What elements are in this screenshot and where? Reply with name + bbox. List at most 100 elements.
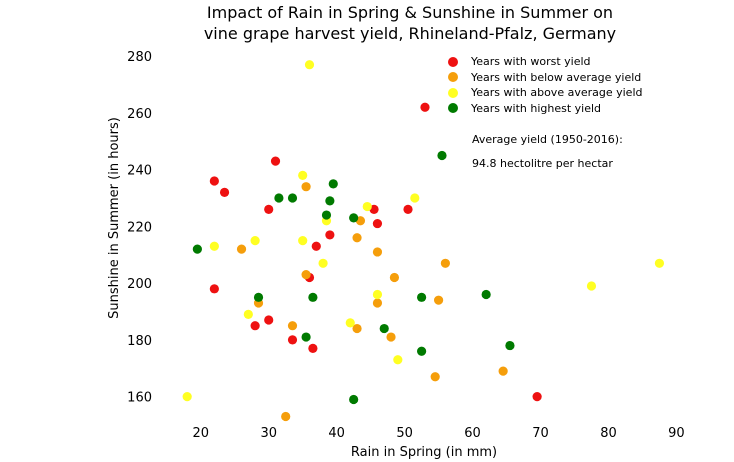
data-point-series-2-14: [586, 281, 597, 291]
data-point-series-1-13: [433, 295, 444, 305]
legend-marker-icon: [448, 56, 458, 67]
data-point-series-2-2: [243, 309, 253, 319]
data-point-series-1-16: [281, 411, 291, 422]
chart-legend: Years with worst yield Years with below a…: [446, 54, 642, 116]
legend-label: Years with highest yield: [471, 101, 602, 115]
x-axis-ticks: 20 30 40 50 60 70 80 90: [192, 426, 684, 441]
data-point-series-1-9: [372, 298, 383, 308]
data-point-series-2-9: [345, 318, 355, 328]
data-point-series-2-5: [298, 235, 308, 246]
y-tick-label: 280: [127, 50, 152, 65]
data-point-series-3-2: [274, 193, 284, 203]
chart-title-line-2: vine grape harvest yield, Rhineland-Pfal…: [203, 24, 617, 43]
x-tick-label: 90: [668, 426, 685, 441]
legend-item: Years with highest yield: [446, 101, 642, 117]
legend-label: Years with worst yield: [471, 55, 591, 69]
data-point-series-3-5: [308, 292, 318, 302]
data-point-series-3-15: [481, 289, 491, 300]
data-point-series-1-0: [236, 244, 247, 254]
y-tick-label: 240: [127, 164, 152, 179]
data-point-series-2-4: [298, 170, 308, 180]
data-point-series-3-13: [417, 346, 427, 356]
data-point-series-1-10: [386, 332, 396, 342]
x-tick-label: 20: [192, 426, 209, 441]
data-point-series-2-15: [654, 258, 665, 268]
data-point-series-2-11: [372, 289, 383, 300]
x-tick-label: 80: [600, 426, 617, 441]
data-point-series-2-1: [209, 241, 219, 251]
data-point-series-1-5: [352, 233, 362, 243]
y-axis-label: Sunshine in Summer (in hours): [107, 117, 122, 319]
data-point-series-1-11: [389, 272, 400, 283]
y-tick-label: 220: [127, 220, 152, 235]
points-layer: [182, 60, 665, 422]
legend-item: Years with below average yield: [446, 70, 642, 86]
data-point-series-0-1: [219, 187, 230, 197]
average-yield-annotation: Average yield (1950-2016): 94.8 hectolit…: [472, 122, 623, 182]
data-point-series-0-6: [264, 315, 274, 325]
data-point-series-3-8: [328, 179, 338, 189]
data-point-series-0-9: [308, 343, 318, 353]
legend-label: Years with below average yield: [471, 70, 642, 84]
data-point-series-3-16: [505, 340, 515, 351]
data-point-series-2-3: [250, 235, 260, 246]
data-point-series-0-10: [311, 241, 321, 251]
legend-item: Years with above average yield: [446, 85, 642, 101]
data-point-series-0-14: [403, 204, 413, 214]
data-point-series-1-3: [301, 270, 311, 280]
y-tick-label: 260: [127, 107, 152, 122]
data-point-series-0-11: [325, 230, 335, 240]
y-tick-label: 160: [127, 391, 152, 406]
legend-marker-icon: [448, 103, 458, 114]
data-point-series-3-10: [349, 394, 359, 405]
data-point-series-3-3: [287, 193, 298, 203]
data-point-series-1-12: [430, 372, 440, 382]
data-point-series-0-3: [264, 204, 274, 214]
y-tick-label: 180: [127, 334, 152, 349]
legend-marker-icon: [448, 72, 458, 83]
annotation-line-1: Average yield (1950-2016):: [472, 133, 623, 146]
y-tick-label: 200: [127, 277, 152, 292]
data-point-series-0-16: [532, 392, 542, 402]
data-point-series-2-7: [318, 258, 328, 268]
data-point-series-0-15: [420, 102, 430, 112]
data-point-series-1-14: [440, 258, 450, 268]
data-point-series-1-15: [498, 366, 508, 376]
legend-marker-icon: [448, 87, 458, 98]
y-axis-ticks: 160 180 200 220 240 260 280: [127, 50, 152, 405]
data-point-series-0-0: [209, 176, 219, 186]
data-point-series-1-4: [301, 182, 311, 192]
data-point-series-0-5: [250, 321, 260, 331]
data-point-series-2-0: [182, 392, 192, 402]
data-point-series-2-12: [393, 355, 403, 365]
x-tick-label: 50: [396, 426, 413, 441]
annotation-line-2: 94.8 hectolitre per hectar: [472, 157, 613, 170]
data-point-series-3-9: [349, 213, 359, 223]
data-point-series-2-10: [362, 201, 372, 212]
data-point-series-0-7: [287, 335, 298, 345]
data-point-series-2-6: [304, 60, 315, 70]
data-point-series-3-4: [301, 332, 311, 342]
legend-label: Years with above average yield: [471, 86, 643, 100]
data-point-series-2-13: [410, 193, 420, 203]
data-point-series-3-6: [321, 210, 332, 220]
data-point-series-3-12: [417, 292, 427, 302]
data-point-series-3-1: [253, 292, 264, 302]
data-point-series-1-8: [372, 247, 383, 257]
data-point-series-1-7: [352, 323, 362, 334]
data-point-series-3-14: [437, 150, 447, 161]
data-point-series-3-11: [379, 323, 389, 334]
data-point-series-1-2: [287, 321, 298, 331]
data-point-series-3-7: [325, 196, 335, 206]
x-tick-label: 40: [328, 426, 345, 441]
data-point-series-0-2: [270, 156, 281, 166]
legend-item: Years with worst yield: [446, 54, 642, 70]
data-point-series-0-4: [209, 284, 219, 294]
x-tick-label: 70: [532, 426, 549, 441]
data-point-series-0-13: [372, 218, 383, 229]
x-axis-label: Rain in Spring (in mm): [351, 445, 497, 460]
data-point-series-3-0: [192, 244, 202, 254]
chart-title-line-1: Impact of Rain in Spring & Sunshine in S…: [206, 3, 614, 22]
x-tick-label: 30: [260, 426, 277, 441]
